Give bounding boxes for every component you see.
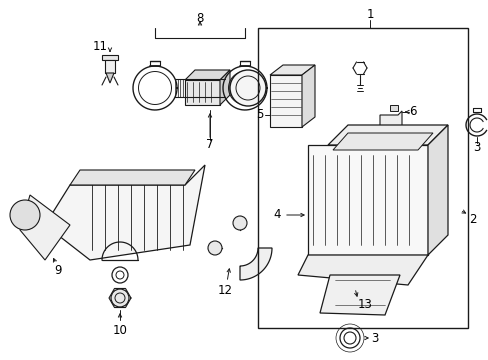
Polygon shape bbox=[269, 75, 302, 127]
Text: 11: 11 bbox=[92, 40, 107, 54]
Polygon shape bbox=[195, 79, 198, 97]
Text: 7: 7 bbox=[206, 139, 213, 152]
Polygon shape bbox=[327, 125, 447, 145]
Polygon shape bbox=[204, 79, 207, 97]
Circle shape bbox=[229, 70, 265, 106]
Polygon shape bbox=[105, 60, 115, 73]
Polygon shape bbox=[45, 165, 204, 260]
Polygon shape bbox=[184, 70, 229, 80]
Text: 9: 9 bbox=[54, 264, 61, 276]
Text: 13: 13 bbox=[357, 298, 372, 311]
Polygon shape bbox=[302, 65, 314, 127]
Polygon shape bbox=[180, 79, 183, 97]
Text: 2: 2 bbox=[468, 213, 476, 226]
Polygon shape bbox=[379, 111, 401, 131]
Text: 3: 3 bbox=[472, 141, 480, 154]
Text: 3: 3 bbox=[370, 332, 378, 345]
Polygon shape bbox=[20, 195, 70, 260]
Polygon shape bbox=[307, 145, 427, 255]
Polygon shape bbox=[209, 79, 213, 97]
Polygon shape bbox=[240, 248, 271, 280]
Text: 5: 5 bbox=[256, 108, 263, 121]
Polygon shape bbox=[184, 80, 220, 105]
Text: 8: 8 bbox=[196, 12, 203, 24]
Circle shape bbox=[111, 289, 129, 307]
Polygon shape bbox=[389, 105, 397, 111]
Polygon shape bbox=[102, 55, 118, 60]
Polygon shape bbox=[319, 275, 399, 315]
Polygon shape bbox=[200, 79, 203, 97]
Text: 10: 10 bbox=[112, 324, 127, 337]
Text: 12: 12 bbox=[217, 284, 232, 297]
Text: 4: 4 bbox=[273, 208, 280, 221]
Circle shape bbox=[232, 216, 246, 230]
Polygon shape bbox=[215, 79, 218, 97]
Text: 1: 1 bbox=[366, 8, 373, 21]
Text: 6: 6 bbox=[408, 105, 416, 118]
Bar bbox=[258, 28, 467, 328]
Polygon shape bbox=[190, 79, 193, 97]
Polygon shape bbox=[332, 133, 432, 150]
Polygon shape bbox=[70, 170, 195, 185]
Polygon shape bbox=[175, 79, 178, 97]
Polygon shape bbox=[269, 65, 314, 75]
Polygon shape bbox=[220, 70, 229, 105]
Circle shape bbox=[10, 200, 40, 230]
Polygon shape bbox=[184, 79, 187, 97]
Circle shape bbox=[207, 241, 222, 255]
Polygon shape bbox=[106, 73, 114, 83]
Polygon shape bbox=[297, 255, 427, 285]
Polygon shape bbox=[220, 79, 223, 97]
Polygon shape bbox=[427, 125, 447, 255]
